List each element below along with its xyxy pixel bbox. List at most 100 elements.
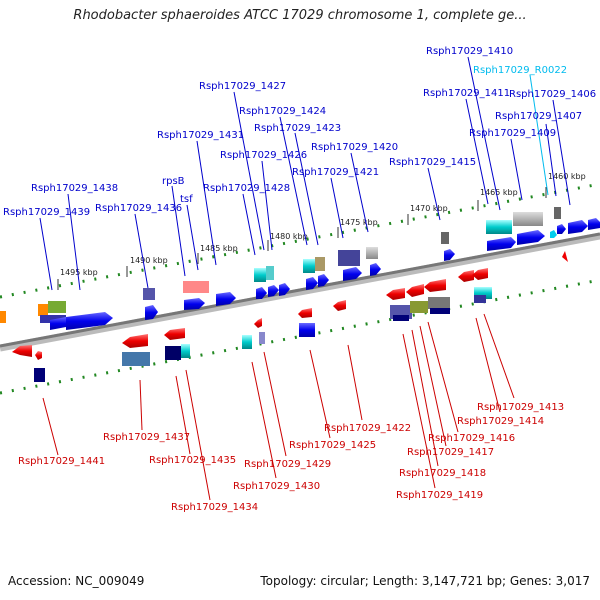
kbp-marker: 1480 kbp: [267, 232, 308, 251]
gene-arrow: [164, 328, 185, 340]
gene-label[interactable]: Rsph17029_1418: [399, 468, 486, 479]
gene-feature: [315, 257, 325, 271]
gene-arrow: [487, 237, 516, 251]
gene-feature: [410, 301, 428, 313]
gene-label[interactable]: Rsph17029_1434: [171, 502, 258, 513]
gene-label[interactable]: Rsph17029_1420: [311, 142, 398, 153]
chromosome-backbone: [0, 232, 600, 352]
reverse-strand-features: [12, 251, 568, 382]
gene-label[interactable]: tsf: [180, 194, 193, 205]
gene-arrow: [562, 251, 568, 262]
gene-label[interactable]: Rsph17029_1416: [428, 433, 515, 444]
gene-arrow: [66, 312, 113, 330]
gene-arrow: [424, 279, 446, 292]
gene-label[interactable]: Rsph17029_1423: [254, 123, 341, 134]
gene-arrow: [557, 224, 566, 234]
gene-label[interactable]: Rsph17029_1421: [292, 167, 379, 178]
gene-arrow: [50, 317, 66, 330]
gene-label[interactable]: Rsph17029_1429: [244, 459, 331, 470]
gene-label[interactable]: Rsph17029_1436: [95, 203, 182, 214]
gene-feature: [181, 344, 190, 358]
gene-arrow: [268, 285, 279, 297]
gene-feature: [338, 250, 360, 266]
gene-arrow: [279, 283, 290, 296]
gene-arrow: [444, 249, 455, 261]
kbp-label: 1470 kbp: [410, 204, 448, 213]
kbp-label: 1490 kbp: [130, 256, 168, 265]
gene-arrow: [343, 267, 362, 281]
gene-arrow: [35, 351, 42, 360]
gene-label[interactable]: Rsph17029_1415: [389, 157, 476, 168]
kbp-label: 1480 kbp: [270, 232, 308, 241]
gene-label[interactable]: Rsph17029_1425: [289, 440, 376, 451]
kbp-marker: 1490 kbp: [126, 256, 168, 277]
gene-feature: [40, 315, 66, 323]
summary-text: Topology: circular; Length: 3,147,721 bp…: [260, 574, 590, 588]
forward-strand-features: [0, 207, 600, 330]
gene-arrow: [386, 288, 405, 300]
gene-arrow: [318, 274, 329, 287]
gene-feature: [428, 297, 450, 309]
gene-label[interactable]: Rsph17029_1441: [18, 456, 105, 467]
gene-arrow: [333, 300, 346, 311]
rna-label[interactable]: Rsph17029_R0022: [473, 65, 567, 76]
gene-label[interactable]: Rsph17029_1428: [203, 183, 290, 194]
gene-feature: [366, 247, 378, 259]
gene-arrow: [298, 308, 312, 318]
gene-label[interactable]: Rsph17029_1413: [477, 402, 564, 413]
gene-label[interactable]: Rsph17029_1427: [199, 81, 286, 92]
gene-arrow: [254, 318, 262, 328]
map-title: Rhodobacter sphaeroides ATCC 17029 chrom…: [73, 8, 527, 23]
gene-feature: [393, 315, 409, 321]
gene-label[interactable]: Rsph17029_1430: [233, 481, 320, 492]
gene-arrow: [216, 292, 236, 306]
gene-arrow: [472, 268, 488, 280]
kbp-marker: 1485 kbp: [197, 244, 238, 264]
gene-feature: [38, 304, 48, 316]
gene-feature: [0, 311, 6, 323]
kbp-marker: 1460 kbp: [545, 172, 586, 198]
gene-arrow: [184, 298, 205, 310]
kbp-marker: 1470 kbp: [407, 204, 448, 225]
kbp-marker: 1475 kbp: [337, 218, 378, 238]
gene-arrow: [517, 230, 545, 245]
gene-feature: [259, 332, 265, 344]
gene-feature: [299, 323, 315, 337]
kbp-markers: 1495 kbp 1490 kbp 1485 kbp 1480 kbp 1475…: [57, 172, 586, 290]
kbp-label: 1485 kbp: [200, 244, 238, 253]
gene-label[interactable]: Rsph17029_1409: [469, 128, 556, 139]
kbp-label: 1495 kbp: [60, 268, 98, 277]
gene-label[interactable]: Rsph17029_1417: [407, 447, 494, 458]
gene-label[interactable]: Rsph17029_1419: [396, 490, 483, 501]
gene-feature: [242, 335, 252, 349]
gene-arrow: [568, 220, 588, 234]
gene-arrow: [12, 345, 32, 357]
kbp-label: 1465 kbp: [480, 188, 518, 197]
gene-label[interactable]: Rsph17029_1431: [157, 130, 244, 141]
gene-label[interactable]: Rsph17029_1414: [457, 416, 544, 427]
gene-feature: [474, 295, 486, 303]
gene-label[interactable]: Rsph17029_1435: [149, 455, 236, 466]
gene-arrow: [588, 218, 600, 230]
gene-label[interactable]: Rsph17029_1406: [509, 89, 596, 100]
gene-feature: [165, 346, 181, 360]
gene-label[interactable]: rpsB: [162, 176, 185, 187]
gene-label[interactable]: Rsph17029_1439: [3, 207, 90, 218]
gene-label[interactable]: Rsph17029_1424: [239, 106, 326, 117]
gene-label[interactable]: Rsph17029_1407: [495, 111, 582, 122]
gene-label[interactable]: Rsph17029_1426: [220, 150, 307, 161]
forward-labels: Rsph17029_1439 Rsph17029_1438 Rsph17029_…: [3, 46, 596, 218]
rna-arrow: [550, 230, 557, 238]
gene-feature: [430, 308, 450, 314]
gene-arrow: [122, 334, 148, 348]
gene-feature: [441, 232, 449, 244]
gene-label[interactable]: Rsph17029_1422: [324, 423, 411, 434]
gene-feature: [513, 212, 543, 226]
gene-label[interactable]: Rsph17029_1410: [426, 46, 513, 57]
gene-arrow: [145, 305, 158, 320]
gene-label[interactable]: Rsph17029_1438: [31, 183, 118, 194]
kbp-label: 1475 kbp: [340, 218, 378, 227]
gene-label[interactable]: Rsph17029_1437: [103, 432, 190, 443]
gene-feature: [486, 220, 512, 234]
gene-label[interactable]: Rsph17029_1411: [423, 88, 510, 99]
